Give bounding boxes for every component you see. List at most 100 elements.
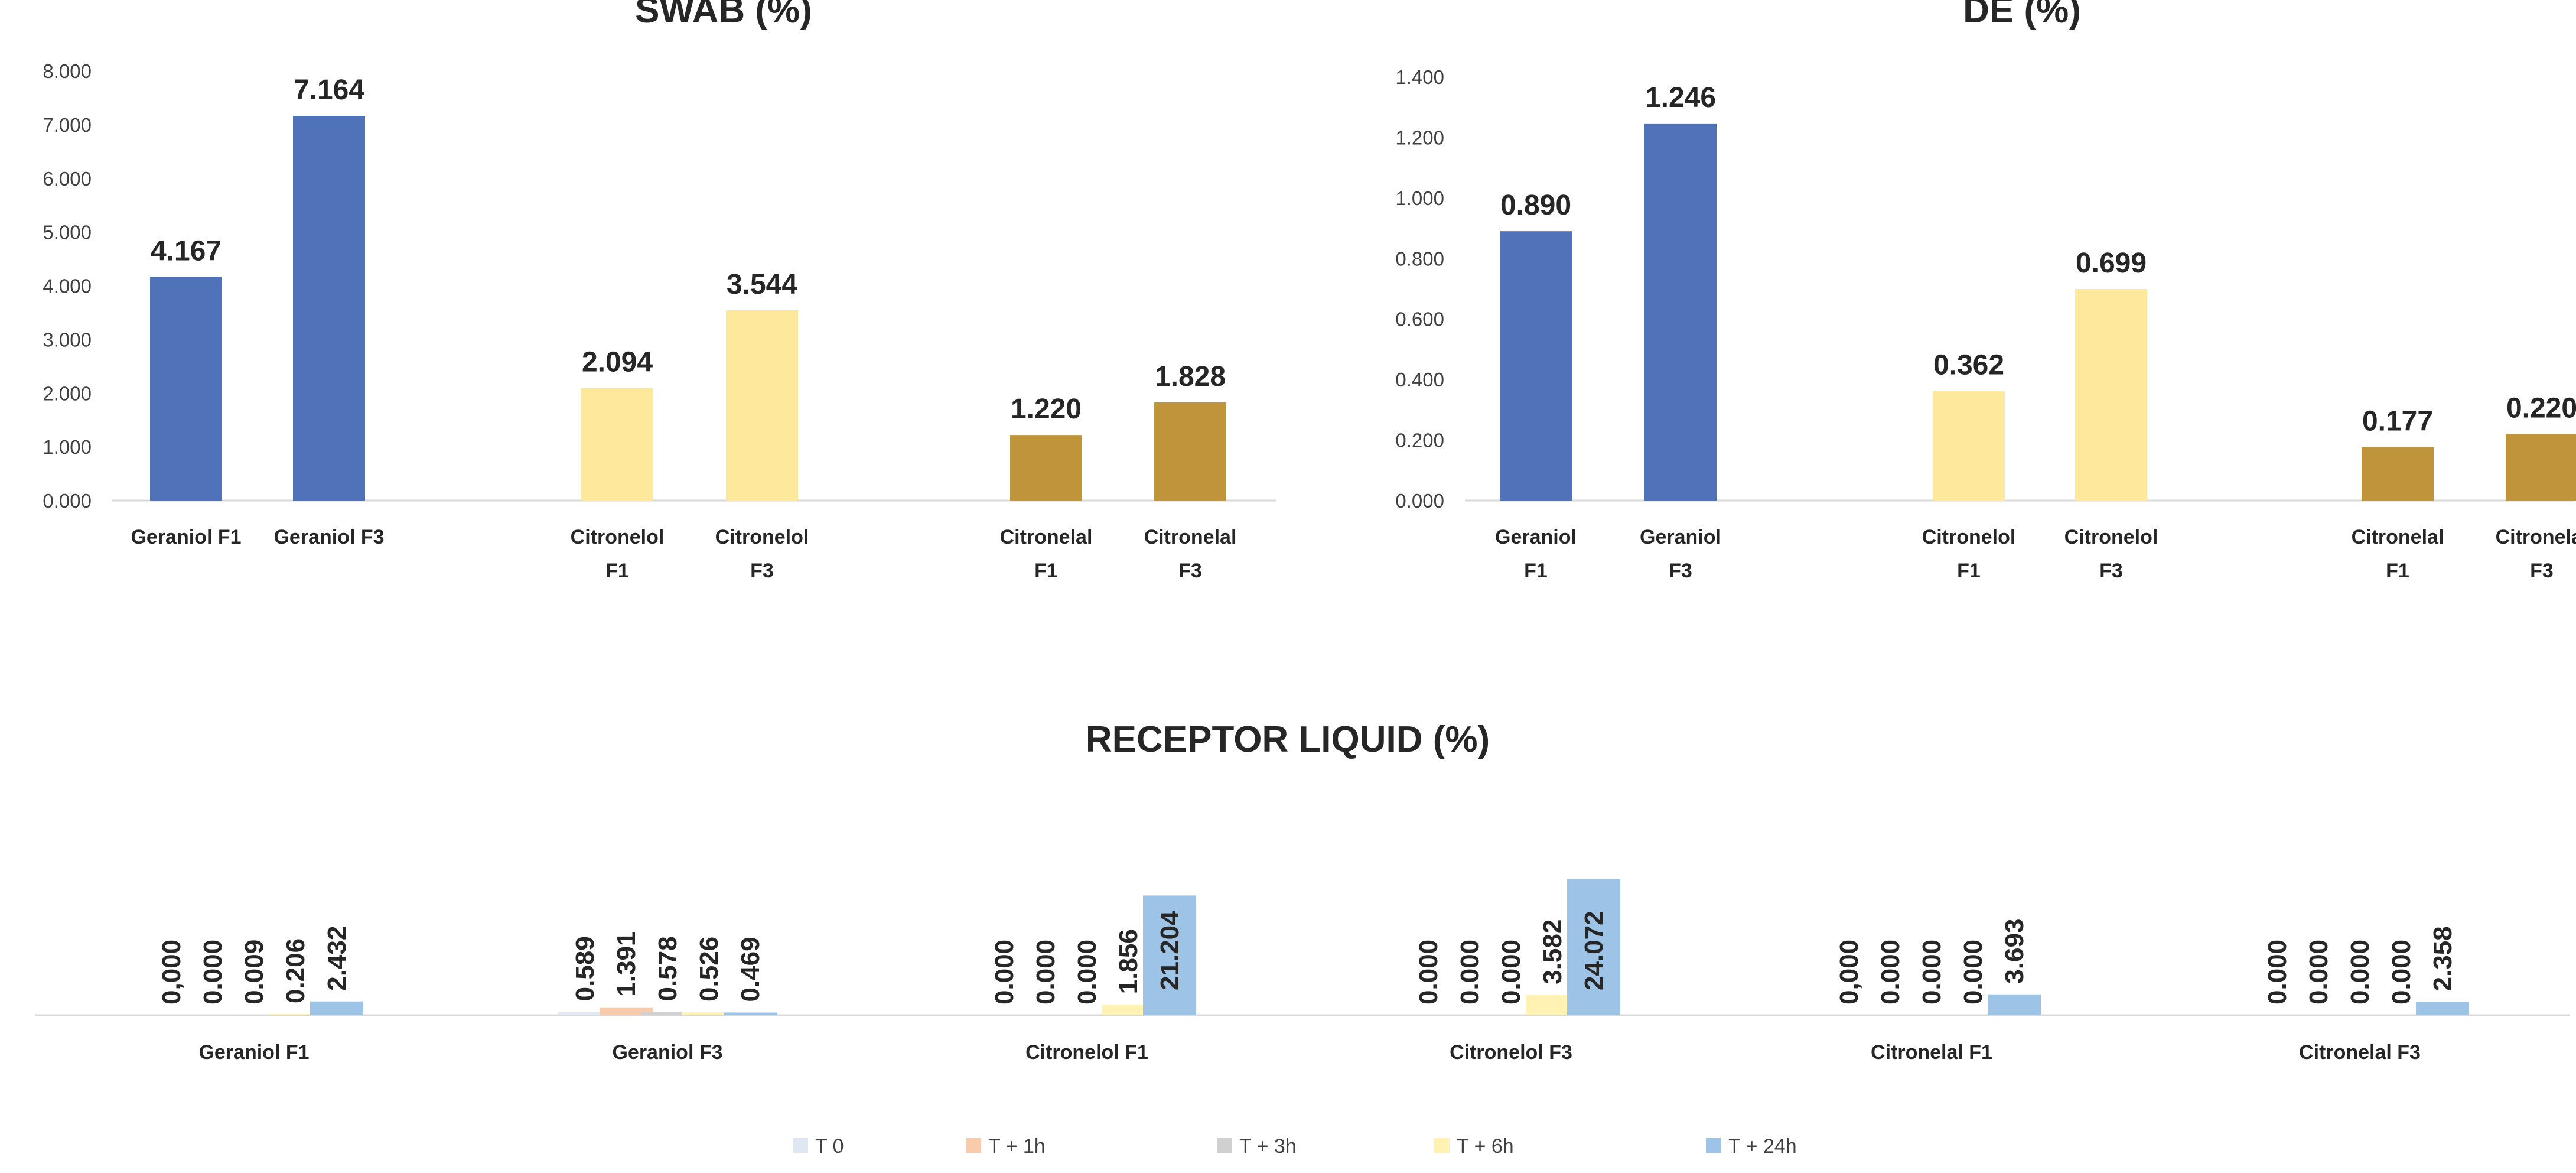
bar [2075, 289, 2147, 501]
data-label: 0.526 [695, 937, 724, 1002]
legend-item: T + 1h [966, 1135, 1046, 1158]
data-label: 0.220 [2506, 392, 2576, 424]
category-label: Citronelal [2496, 526, 2576, 548]
y-tick-label: 0.400 [1395, 369, 1444, 391]
category-label: Geraniol F3 [273, 526, 384, 548]
chart-title: RECEPTOR LIQUID (%) [1086, 719, 1490, 760]
data-label: 1.856 [1114, 929, 1143, 994]
bar [2506, 434, 2576, 501]
data-label: 0.177 [2362, 405, 2433, 437]
category-label: F1 [1034, 560, 1058, 582]
legend-label: T + 24h [1728, 1135, 1797, 1158]
data-label: 3.544 [727, 269, 797, 300]
data-label: 0.000 [2263, 940, 2292, 1005]
category-label: Geraniol F1 [131, 526, 241, 548]
chart-title: SWAB (%) [635, 0, 812, 31]
legend-item: T 0 [793, 1135, 844, 1158]
category-label: F1 [1524, 560, 1548, 582]
legend-label: T + 3h [1239, 1135, 1297, 1158]
category-label: Citronelal [1144, 526, 1237, 548]
bar [726, 310, 798, 501]
legend-swatch [966, 1138, 981, 1153]
data-label: 24.072 [1580, 911, 1608, 990]
category-label: Citronelol [2064, 526, 2158, 548]
category-label: Geraniol [1495, 526, 1577, 548]
bar [1154, 402, 1226, 501]
y-tick-label: 0.200 [1395, 430, 1444, 451]
data-label: 3.693 [2000, 919, 2029, 984]
data-label: 0.000 [2304, 940, 2333, 1005]
chart-0: SWAB (%) 0.000 1.000 2.000 3.000 4.000 5.000 6.… [43, 0, 1276, 582]
data-label: 0.000 [1497, 940, 1526, 1005]
category-label: F1 [1957, 560, 1981, 582]
bar [150, 277, 222, 501]
data-label: 0.890 [1500, 190, 1571, 221]
bar [682, 1012, 735, 1015]
bar [1500, 231, 1572, 501]
data-label: 0.000 [2387, 940, 2416, 1005]
data-label: 0.589 [571, 936, 600, 1001]
category-label: F3 [750, 560, 774, 582]
bar [1010, 435, 1082, 501]
legend-item: T + 24h [1706, 1135, 1797, 1158]
legend-label: T + 1h [988, 1135, 1046, 1158]
data-label: 0.000 [1073, 940, 1102, 1005]
data-label: 0.000 [1031, 940, 1060, 1005]
data-label: 0,000 [1835, 940, 1864, 1005]
data-label: 0.000 [1959, 940, 1988, 1005]
category-label: Citronelal [1000, 526, 1093, 548]
data-label: 0.000 [990, 940, 1019, 1005]
category-label: Citronelol [571, 526, 665, 548]
data-label: 2.432 [323, 926, 351, 991]
category-label: Citronelol [715, 526, 809, 548]
bar [600, 1007, 653, 1015]
legend-swatch [793, 1138, 808, 1153]
legend-swatch [1434, 1138, 1450, 1153]
category-label: Citronelal F1 [1871, 1041, 1992, 1064]
chart-1: DE (%) 0.000 0.200 0.400 0.600 0.800 1.000 1.20… [1395, 0, 2576, 582]
bar [293, 115, 365, 501]
data-label: 0.000 [1455, 940, 1484, 1005]
y-tick-label: 2.000 [43, 382, 92, 404]
data-label: 1.828 [1155, 361, 1226, 392]
bar [558, 1012, 611, 1015]
bar [1102, 1005, 1155, 1015]
y-tick-label: 7.000 [43, 114, 92, 136]
data-label: 1.246 [1645, 82, 1716, 113]
category-label: Citronelal [2352, 526, 2444, 548]
category-label: F3 [1669, 560, 1692, 582]
data-label: 0,000 [157, 940, 186, 1005]
category-label: Geraniol F3 [612, 1041, 722, 1064]
bar [1988, 994, 2041, 1015]
bar [641, 1012, 694, 1015]
data-label: 0.000 [1414, 940, 1443, 1005]
legend-swatch [1706, 1138, 1721, 1153]
legend-item: T + 3h [1217, 1135, 1297, 1158]
y-tick-label: 1.000 [43, 436, 92, 458]
category-label: F3 [2099, 560, 2123, 582]
legend-label: T + 6h [1457, 1135, 1514, 1158]
bar [1567, 879, 1620, 1015]
data-label: 0.000 [1876, 940, 1905, 1005]
category-label: Geraniol F1 [198, 1041, 309, 1064]
category-label: Citronelol F1 [1025, 1041, 1148, 1064]
bar [724, 1012, 777, 1015]
y-tick-label: 0.000 [43, 490, 92, 512]
chart-2: RECEPTOR LIQUID (%) 0,000 0.589 0.000 0.000 0… [35, 719, 2570, 1158]
y-tick-label: 4.000 [43, 275, 92, 297]
category-label: F1 [605, 560, 629, 582]
bar [581, 388, 653, 501]
data-label: 1.220 [1011, 394, 1082, 425]
bar [1143, 895, 1196, 1015]
y-tick-label: 5.000 [43, 222, 92, 243]
data-label: 0.469 [736, 937, 765, 1002]
bar [1644, 123, 1717, 501]
data-label: 2.094 [582, 347, 653, 378]
data-label: 0.578 [653, 936, 682, 1001]
legend-label: T 0 [815, 1135, 844, 1158]
category-label: F1 [2386, 560, 2409, 582]
data-label: 0.000 [2346, 940, 2375, 1005]
data-label: 0.699 [2076, 248, 2147, 279]
bar [2362, 447, 2434, 501]
